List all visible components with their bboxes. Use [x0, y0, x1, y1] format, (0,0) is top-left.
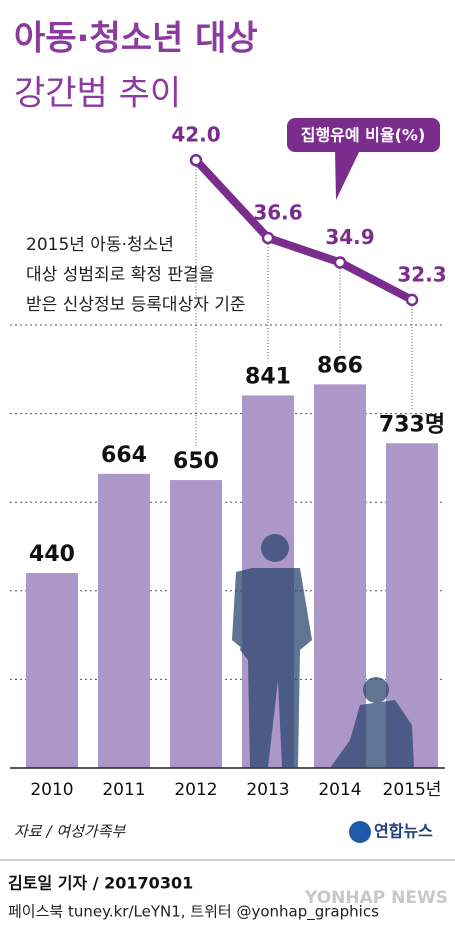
point — [405, 293, 419, 307]
point — [333, 256, 347, 269]
x-tick-label: 2013 — [246, 780, 289, 800]
value-label: 664 — [101, 443, 147, 468]
watermark: YONHAP NEWS — [304, 888, 448, 908]
logo: 연합뉴스 — [374, 822, 433, 841]
legend-label: 집행유예 비율(%) — [301, 126, 426, 145]
value-label: 650 — [173, 449, 219, 474]
line — [193, 157, 414, 304]
value-label: 866 — [317, 353, 363, 378]
x-tick-label: 2010 — [30, 780, 73, 800]
bar — [170, 480, 222, 768]
x-tick-label: 2015년 — [383, 780, 442, 800]
legend-box — [287, 118, 440, 152]
value-label: 440 — [29, 542, 75, 567]
logo-mark — [349, 821, 371, 843]
legend-pointer — [335, 150, 360, 200]
bar — [314, 384, 366, 768]
silhouette — [232, 534, 414, 768]
byline: 김토일 기자 / 20170301 — [8, 874, 193, 893]
bar — [26, 573, 78, 768]
value-label: 733명 — [379, 412, 445, 437]
chart-title: 강간범 추이 — [14, 74, 181, 114]
point — [189, 153, 203, 167]
value-label: 34.9 — [325, 225, 374, 249]
note: 2015년 아동·청소년 — [26, 235, 174, 255]
x-tick-label: 2014 — [318, 780, 361, 800]
chart-title: 아동·청소년 대상 — [14, 19, 258, 59]
source: 자료 / 여성가족부 — [14, 823, 126, 841]
note: 받은 신상정보 등록대상자 기준 — [26, 295, 246, 315]
note: 대상 성범죄로 확정 판결을 — [26, 265, 214, 285]
bar — [98, 473, 150, 768]
x-tick-label: 2012 — [174, 780, 217, 800]
sns: 페이스북 tuney.kr/LeYN1, 트위터 @yonhap_graphic… — [8, 903, 379, 922]
point — [261, 231, 275, 245]
x-tick-label: 2011 — [102, 780, 145, 800]
value-label: 32.3 — [397, 262, 446, 286]
value-label: 42.0 — [171, 123, 220, 147]
value-label: 36.6 — [253, 200, 302, 224]
value-label: 841 — [245, 364, 291, 389]
